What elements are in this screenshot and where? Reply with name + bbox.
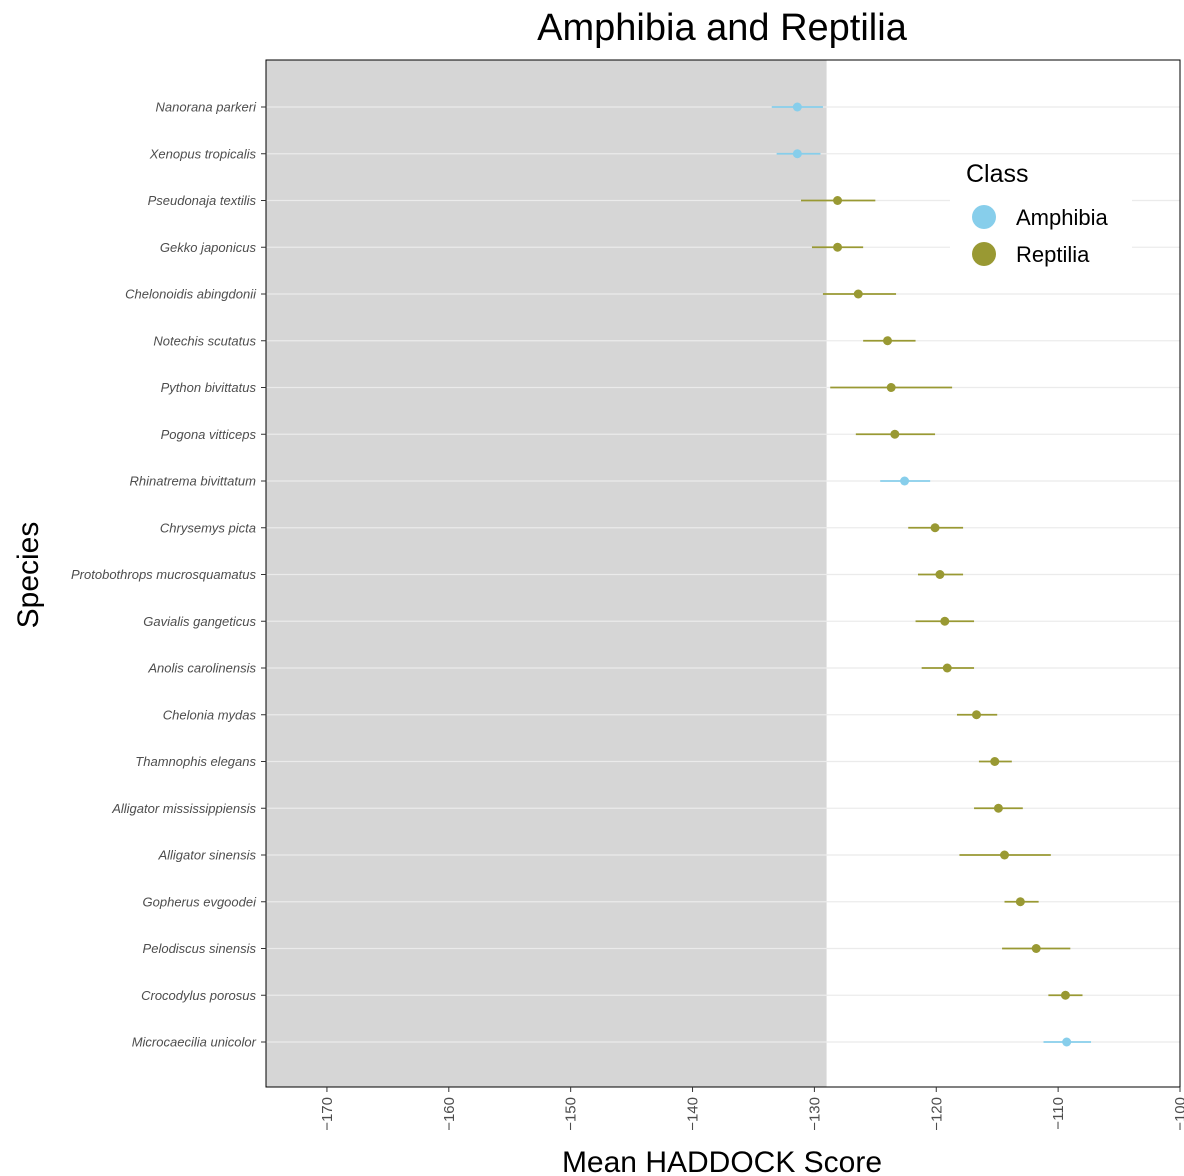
plot-panel — [265, 59, 1181, 1088]
y-tick-label: Gavialis gangeticus — [143, 614, 256, 629]
chart-title: Amphibia and Reptilia — [537, 7, 908, 49]
data-point — [1062, 1037, 1072, 1047]
y-tick-label: Pogona vitticeps — [161, 427, 257, 442]
data-point — [1031, 944, 1041, 953]
data-point — [1000, 850, 1010, 860]
data-point — [942, 663, 952, 673]
shaded-region — [266, 60, 827, 1087]
data-point — [890, 429, 900, 439]
y-tick-label: Crocodylus porosus — [141, 988, 256, 1003]
data-point — [853, 289, 863, 299]
x-tick-label: −100 — [1172, 1097, 1184, 1131]
x-axis-ticks: −170 −160 −150 −140 −130 −120 −110 −100 — [319, 1087, 1184, 1131]
x-tick-label: −120 — [928, 1097, 945, 1131]
y-tick-label: Rhinatrema bivittatum — [130, 474, 257, 489]
legend-key — [972, 205, 996, 229]
x-tick-label: −130 — [806, 1097, 823, 1131]
x-tick-label: −140 — [685, 1097, 702, 1131]
legend: Class Amphibia Reptilia — [950, 155, 1132, 273]
y-tick-label: Pseudonaja textilis — [148, 193, 257, 208]
y-tick-label: Xenopus tropicalis — [149, 146, 257, 161]
x-tick-label: −110 — [1050, 1097, 1067, 1130]
x-tick-label: −150 — [563, 1097, 580, 1131]
data-point — [1015, 897, 1025, 907]
x-axis-title: Mean HADDOCK Score — [562, 1146, 882, 1176]
y-tick-label: Nanorana parkeri — [156, 100, 258, 115]
legend-title: Class — [966, 160, 1029, 188]
y-tick-label: Chelonoidis abingdonii — [125, 287, 257, 302]
y-tick-label: Pelodiscus sinensis — [143, 941, 257, 956]
y-tick-label: Protobothrops mucrosquamatus — [71, 567, 256, 582]
y-axis-ticks: Nanorana parkeri Xenopus tropicalis Pseudo… — [71, 100, 266, 1050]
y-tick-label: Anolis carolinensis — [147, 661, 256, 676]
data-marks — [771, 102, 1092, 1047]
y-tick-label: Alligator mississippiensis — [111, 801, 256, 816]
legend-entries: Amphibia Reptilia — [972, 205, 1108, 267]
data-point — [990, 757, 1000, 766]
data-point — [883, 336, 893, 346]
y-tick-label: Alligator sinensis — [157, 848, 256, 863]
x-tick-label: −170 — [319, 1097, 336, 1131]
data-point — [940, 616, 950, 626]
y-tick-label: Microcaecilia unicolor — [132, 1035, 257, 1050]
y-tick-label: Thamnophis elegans — [135, 754, 256, 769]
y-tick-label: Notechis scutatus — [153, 333, 256, 348]
legend-label: Amphibia — [1016, 205, 1108, 230]
y-axis-title: Species — [12, 522, 45, 629]
gridlines — [266, 106, 1180, 1043]
data-point — [930, 523, 940, 533]
data-point — [971, 710, 981, 720]
data-point — [833, 196, 843, 205]
data-point — [792, 149, 802, 159]
data-point — [935, 570, 945, 579]
legend-label: Reptilia — [1016, 242, 1090, 267]
y-tick-label: Gekko japonicus — [160, 240, 257, 255]
data-point — [792, 102, 802, 112]
y-tick-label: Chrysemys picta — [160, 520, 256, 535]
data-point — [1060, 990, 1070, 1000]
y-tick-label: Python bivittatus — [161, 380, 257, 395]
data-point — [900, 476, 910, 486]
y-tick-label: Gopherus evgoodei — [143, 894, 258, 909]
data-point — [886, 383, 896, 392]
x-tick-label: −160 — [441, 1097, 458, 1131]
y-tick-label: Chelonia mydas — [163, 707, 257, 722]
legend-key — [972, 242, 996, 266]
data-point — [833, 242, 843, 252]
data-point — [993, 803, 1003, 813]
